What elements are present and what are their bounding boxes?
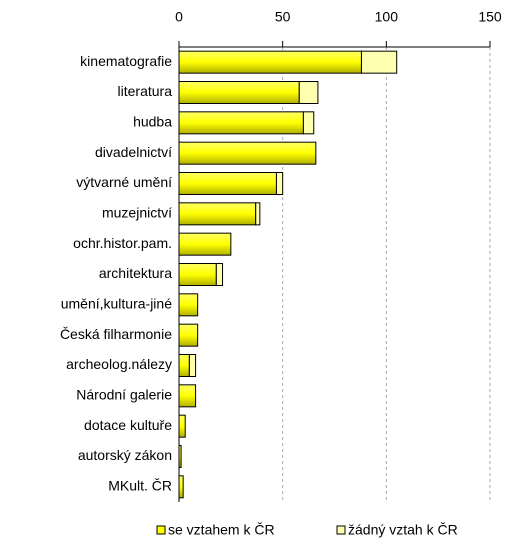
bar [360, 50, 398, 74]
bar [178, 445, 182, 468]
bar [178, 354, 190, 377]
y-tick-label: Česká filharmonie [60, 326, 172, 342]
bar [178, 293, 199, 317]
bar [178, 172, 277, 195]
y-tick-label: literatura [118, 83, 173, 99]
bar [302, 111, 315, 135]
bar [275, 172, 284, 195]
y-tick-label: muzejnictví [102, 205, 172, 221]
bar [215, 263, 224, 286]
bar [178, 263, 217, 286]
bar [178, 414, 186, 438]
bar [178, 475, 184, 499]
bar [255, 202, 261, 226]
y-tick-label: ochr.histor.pam. [73, 235, 172, 251]
y-tick-label: autorský zákon [78, 447, 172, 463]
bar [178, 50, 362, 74]
x-tick-label: 150 [478, 9, 502, 25]
y-tick-label: dotace kultuře [84, 417, 172, 433]
legend-label: žádný vztah k ČR [348, 522, 458, 538]
bar [178, 81, 300, 104]
bar [178, 384, 197, 408]
y-tick-label: architektura [99, 265, 172, 281]
x-tick-label: 50 [275, 9, 291, 25]
legend-swatch [156, 525, 166, 535]
x-tick-label: 100 [375, 9, 399, 25]
x-tick-label: 0 [175, 9, 183, 25]
y-tick-label: MKult. ČR [108, 478, 172, 494]
bar [178, 323, 199, 347]
y-tick-label: divadelnictví [95, 144, 172, 160]
bar [298, 81, 319, 104]
bar [178, 111, 304, 135]
legend-label: se vztahem k ČR [168, 522, 275, 538]
y-tick-label: výtvarné umění [76, 174, 172, 190]
y-tick-label: kinematografie [80, 53, 172, 69]
y-tick-label: umění,kultura-jiné [61, 296, 172, 312]
bar [178, 202, 257, 226]
y-tick-label: Národní galerie [76, 387, 172, 403]
bar [178, 141, 317, 165]
bar [188, 354, 197, 377]
y-tick-label: hudba [133, 114, 172, 130]
legend-swatch [336, 525, 346, 535]
y-tick-label: archeolog.nálezy [66, 356, 172, 372]
bar [178, 232, 232, 256]
